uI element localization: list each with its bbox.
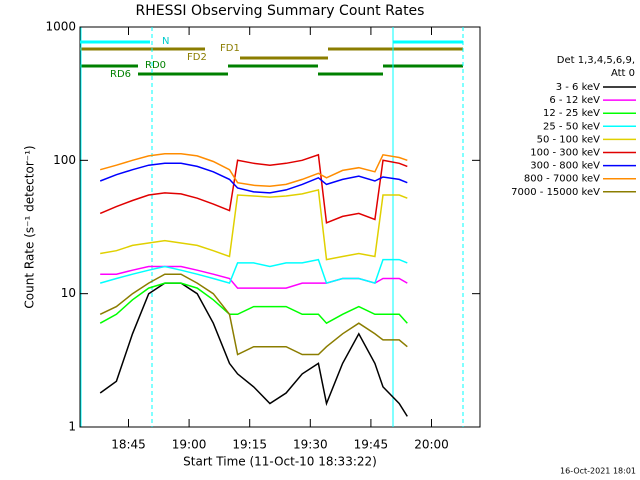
- legend-label: 3 - 6 keV: [556, 82, 600, 93]
- y-tick-label: 100: [53, 153, 76, 167]
- data-line: [99, 282, 408, 417]
- data-line: [99, 273, 408, 356]
- data-line: [99, 153, 408, 187]
- y-tick-label: 10: [61, 286, 76, 300]
- legend-label: 800 - 7000 keV: [524, 174, 600, 185]
- flag-label: FD1: [220, 43, 240, 54]
- legend-label: 12 - 25 keV: [543, 108, 600, 119]
- legend-label: 7000 - 15000 keV: [511, 187, 600, 198]
- legend-header: Det 1,3,4,5,6,9,: [557, 55, 635, 66]
- flag-label: N: [162, 36, 169, 47]
- legend-label: 50 - 100 keV: [537, 134, 601, 145]
- legend-label: 100 - 300 keV: [530, 148, 600, 159]
- y-tick-label: 1000: [45, 20, 76, 34]
- legend-label: 25 - 50 keV: [543, 121, 600, 132]
- data-line: [100, 188, 408, 261]
- flag-bars: [80, 27, 464, 427]
- x-tick-label: 19:00: [172, 438, 207, 452]
- data-line: [99, 153, 408, 224]
- y-axis-label: Count Rate (s⁻¹ detector⁻¹): [23, 145, 37, 308]
- legend-label: 6 - 12 keV: [549, 95, 600, 106]
- legend-label: 300 - 800 keV: [530, 161, 600, 172]
- x-tick-label: 19:15: [232, 438, 267, 452]
- flag-label: FD2: [187, 52, 207, 63]
- legend-header: Att 0: [611, 68, 635, 79]
- y-tick-label: 1: [68, 420, 76, 434]
- flag-label: RD0: [145, 60, 166, 71]
- flag-label: RD6: [110, 69, 131, 80]
- plot-frame: [79, 26, 481, 428]
- x-axis-label: Start Time (11-Oct-10 18:33:22): [183, 455, 377, 469]
- data-line: [99, 282, 408, 325]
- x-tick-label: 19:30: [293, 438, 328, 452]
- chart-title: RHESSI Observing Summary Count Rates: [136, 3, 425, 19]
- x-tick-label: 18:45: [111, 438, 146, 452]
- data-line: [99, 162, 408, 194]
- x-tick-label: 19:45: [354, 438, 389, 452]
- x-tick-label: 20:00: [414, 438, 449, 452]
- footer: 16-Oct-2021 18:01: [560, 467, 636, 476]
- data-line: [99, 258, 408, 285]
